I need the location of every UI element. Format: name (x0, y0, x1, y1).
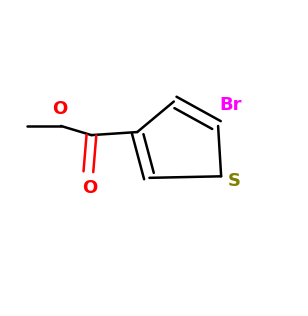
Text: S: S (228, 172, 241, 190)
Text: Br: Br (220, 96, 242, 114)
Text: O: O (82, 179, 98, 198)
Text: O: O (52, 100, 67, 118)
